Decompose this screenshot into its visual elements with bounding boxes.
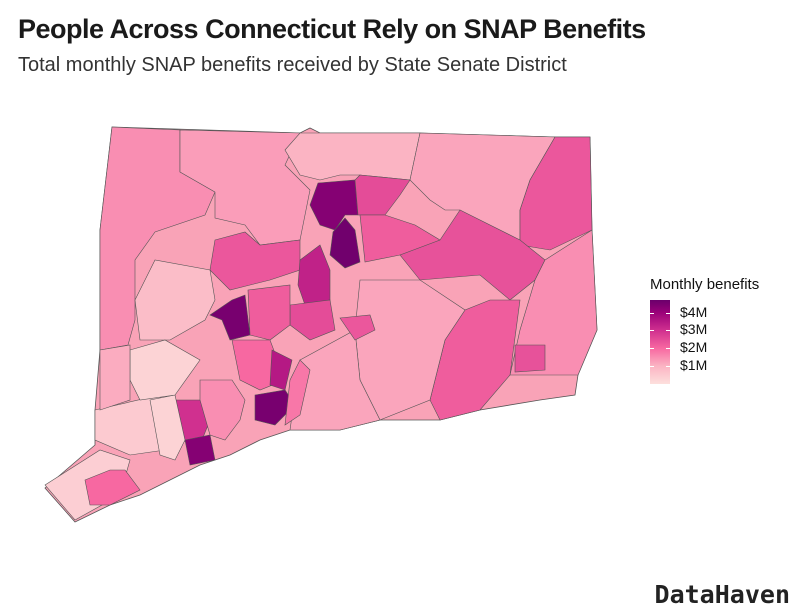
legend-tick-mark xyxy=(666,348,670,350)
legend-tick-mark xyxy=(650,312,654,314)
legend-color-bar xyxy=(650,300,670,384)
district-north-central xyxy=(284,132,421,181)
legend-tick-mark xyxy=(666,330,670,332)
district-norwich xyxy=(514,344,546,373)
district-east-central xyxy=(399,209,546,301)
district-east-haven xyxy=(284,359,311,426)
datahaven-logo: DataHaven xyxy=(654,580,790,609)
legend-tick-label: $3M xyxy=(680,321,708,338)
page-title: People Across Connecticut Rely on SNAP B… xyxy=(18,14,646,44)
legend-tick-mark xyxy=(650,366,654,368)
district-far-northeast xyxy=(519,136,593,251)
district-danbury xyxy=(99,344,131,411)
legend-tick-label: $4M xyxy=(680,303,708,320)
legend-title: Monthly benefits xyxy=(650,276,760,293)
district-stamford-norwalk xyxy=(84,469,141,506)
district-milford-area xyxy=(199,379,246,441)
legend: Monthly benefits $4M $3M $2M $1M xyxy=(650,276,760,384)
district-bridgeport xyxy=(184,434,216,466)
district-southeast-rural xyxy=(509,229,598,376)
legend-tick-mark xyxy=(650,348,654,350)
legend-tick-mark xyxy=(666,312,670,314)
page-subtitle: Total monthly SNAP benefits received by … xyxy=(18,54,567,76)
legend-tick-mark xyxy=(666,366,670,368)
legend-tick-label: $2M xyxy=(680,339,708,356)
district-cheshire-area xyxy=(247,284,291,341)
district-new-haven xyxy=(254,389,296,426)
legend-tick-label: $1M xyxy=(680,357,708,374)
district-litchfield-south xyxy=(134,259,216,341)
district-middletown xyxy=(339,314,376,341)
district-hartford xyxy=(329,217,361,269)
legend-tick-mark xyxy=(650,330,654,332)
